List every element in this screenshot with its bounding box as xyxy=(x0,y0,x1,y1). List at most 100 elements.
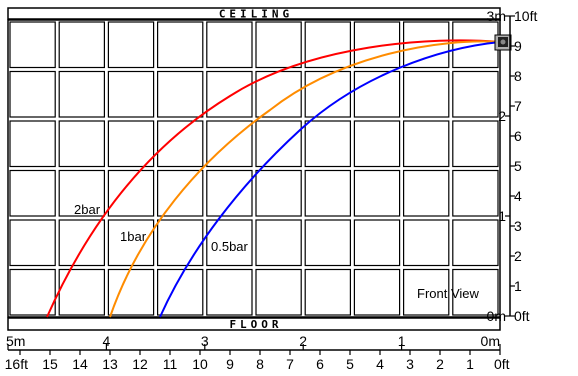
right-axis-ft-tick: 5 xyxy=(514,158,522,174)
spray-curve-2bar xyxy=(46,39,501,318)
ceiling-label: CEILING xyxy=(219,8,293,21)
bottom-axis-m-tick: 0m xyxy=(481,333,500,349)
grid-cell xyxy=(157,120,204,168)
grid-cell xyxy=(403,268,450,316)
grid-cell xyxy=(353,169,401,217)
right-axis-ft-tick: 3 xyxy=(514,218,522,234)
grid-cell xyxy=(206,70,253,118)
grid-cell xyxy=(403,219,450,267)
bottom-axis-ft-tick: 2 xyxy=(436,356,444,372)
grid-cell xyxy=(58,120,106,168)
grid-cell xyxy=(403,70,450,118)
bottom-axis-ft-tick: 13 xyxy=(102,356,118,372)
right-axis-ft-tick: 7 xyxy=(514,98,522,114)
grid-cell xyxy=(304,219,352,267)
right-axis-ft-tick: 10ft xyxy=(514,8,537,24)
bottom-axis-ft-tick: 1 xyxy=(466,356,474,372)
grid-cell xyxy=(255,169,302,217)
bottom-axis-ft-tick: 15 xyxy=(42,356,58,372)
grid-cell xyxy=(9,120,56,168)
floor-band xyxy=(7,317,501,331)
bottom-axis-m-tick: 3 xyxy=(201,333,209,349)
grid-cell xyxy=(452,169,499,217)
right-axis-ft-tick: 2 xyxy=(514,248,522,264)
grid-cell xyxy=(353,120,401,168)
bottom-axis-ft-tick: 11 xyxy=(163,356,178,372)
grid-cell xyxy=(9,219,56,267)
right-axis-m-tick: 3m xyxy=(487,8,506,24)
bottom-axis-ft-tick: 14 xyxy=(72,356,88,372)
right-axis-m-tick: 1 xyxy=(498,208,506,224)
grid-cell xyxy=(157,268,204,316)
bottom-axis-ft-tick: 16ft xyxy=(5,356,28,372)
grid-cell xyxy=(206,120,253,168)
right-axis-ft-tick: 0ft xyxy=(514,308,530,324)
bottom-axis: 5m 4 3 2 1 0m 16ft 15 14 13 12 11 10 9 8 7 6 5 4 3 2 1 0ft xyxy=(5,333,510,372)
grid-cell xyxy=(58,169,106,217)
grid-cell xyxy=(206,21,253,69)
grid-cell xyxy=(353,268,401,316)
grid-cell xyxy=(9,169,56,217)
grid-cell xyxy=(206,169,253,217)
grid-cell xyxy=(304,70,352,118)
grid-cell xyxy=(157,70,204,118)
grid-cell xyxy=(452,268,499,316)
bottom-axis-ft-tick: 0ft xyxy=(494,356,510,372)
right-axis-ft-tick: 4 xyxy=(514,188,522,204)
right-axis-ft-tick: 9 xyxy=(514,38,522,54)
bottom-axis-ft-tick: 7 xyxy=(286,356,294,372)
spray-curves xyxy=(46,39,501,318)
grid-cell xyxy=(255,268,302,316)
grid-cell xyxy=(107,21,155,69)
grid-cell xyxy=(107,120,155,168)
right-axis-m-tick: 2 xyxy=(498,108,506,124)
grid-cell xyxy=(452,120,499,168)
grid-cell xyxy=(58,219,106,267)
grid xyxy=(7,19,501,318)
grid-cell xyxy=(107,169,155,217)
bottom-axis-m-tick: 1 xyxy=(398,333,406,349)
grid-cell xyxy=(255,21,302,69)
curve-label-0-5bar: 0.5bar xyxy=(211,239,249,254)
grid-cell xyxy=(403,169,450,217)
bottom-axis-ft-tick: 6 xyxy=(316,356,324,372)
bottom-axis-m-tick: 5m xyxy=(6,333,25,349)
bottom-axis-m-tick: 2 xyxy=(299,333,307,349)
grid-cell xyxy=(304,120,352,168)
grid-cell xyxy=(9,21,56,69)
view-label: Front View xyxy=(417,286,480,301)
grid-cell xyxy=(206,219,253,267)
right-axis-ft-tick: 1 xyxy=(514,278,522,294)
curve-label-2bar: 2bar xyxy=(74,202,101,217)
grid-cell xyxy=(452,70,499,118)
floor-label: FLOOR xyxy=(229,318,282,331)
grid-cell xyxy=(9,268,56,316)
grid-cell xyxy=(353,219,401,267)
bottom-axis-m-tick: 4 xyxy=(103,333,111,349)
spray-curve-0-5bar xyxy=(159,41,501,318)
grid-cell xyxy=(9,70,56,118)
bottom-axis-ft-tick: 4 xyxy=(376,356,384,372)
bottom-axis-ft-tick: 10 xyxy=(192,356,208,372)
grid-cell xyxy=(107,70,155,118)
right-axis-ft-tick: 8 xyxy=(514,68,522,84)
grid-cell xyxy=(157,169,204,217)
grid-cell xyxy=(353,70,401,118)
grid-cell xyxy=(403,120,450,168)
grid-cell xyxy=(255,120,302,168)
bottom-axis-ft-tick: 12 xyxy=(132,356,148,372)
ceiling-band xyxy=(7,7,501,20)
grid-cell xyxy=(403,21,450,69)
right-axis-ft-tick: 6 xyxy=(514,128,522,144)
grid-cell xyxy=(58,21,106,69)
right-axis-m-tick: 0m xyxy=(487,308,506,324)
bottom-axis-ft-tick: 8 xyxy=(256,356,264,372)
grid-cell xyxy=(157,21,204,69)
sprinkler-nozzle-icon xyxy=(494,34,512,51)
bottom-axis-ft-tick: 9 xyxy=(226,356,234,372)
grid-cell xyxy=(452,219,499,267)
bottom-axis-ft-tick: 5 xyxy=(346,356,354,372)
grid-cell xyxy=(304,21,352,69)
